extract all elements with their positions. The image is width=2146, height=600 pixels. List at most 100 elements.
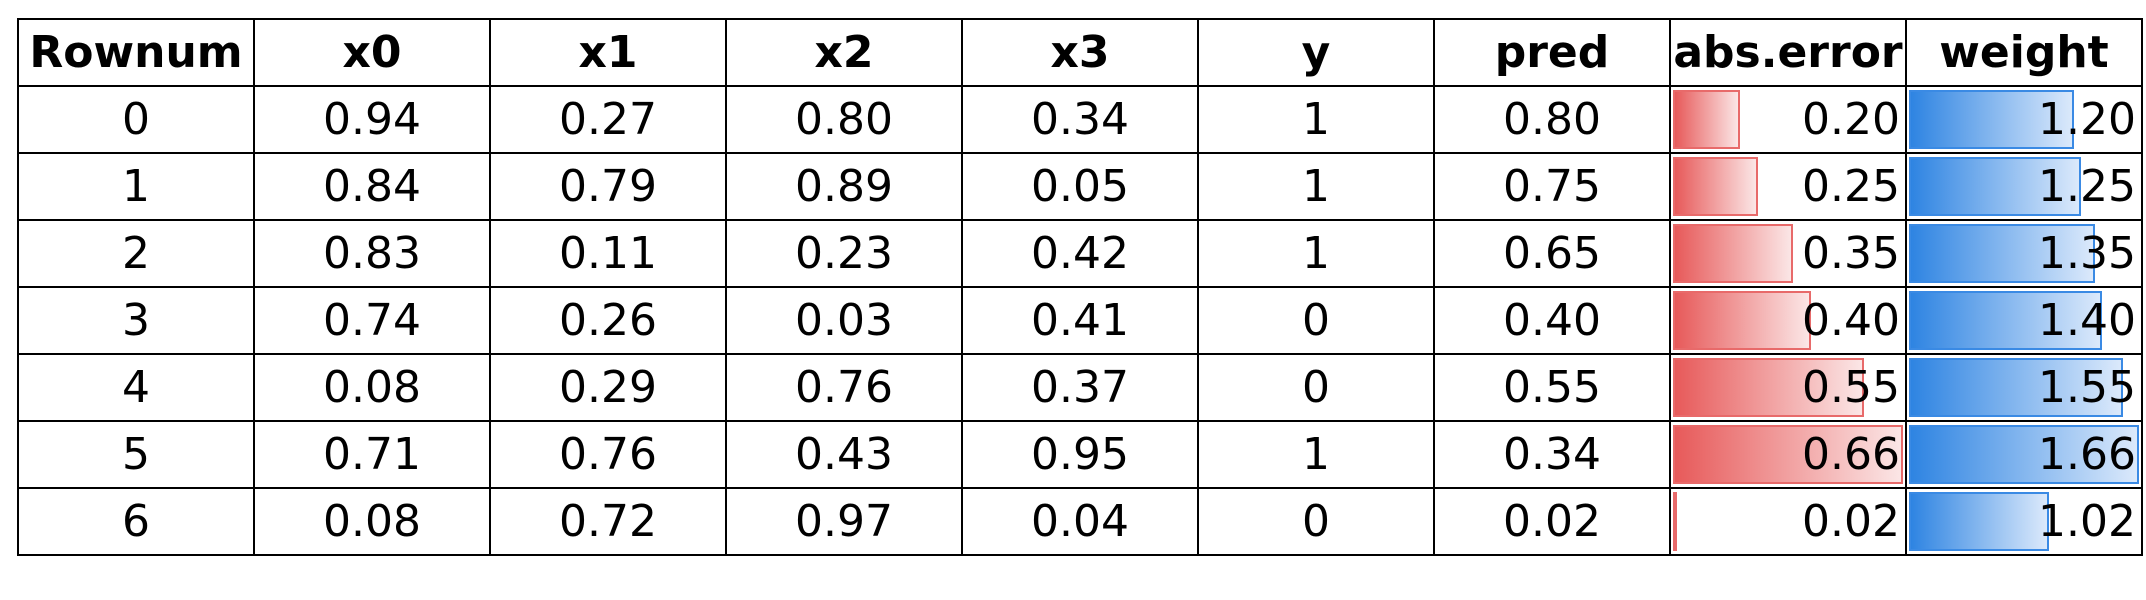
- cell-value: 1.35: [2038, 228, 2136, 279]
- cell-x2: 0.43: [725, 420, 963, 489]
- cell-x2: 0.23: [725, 219, 963, 288]
- table-row: 6 0.08 0.72 0.97 0.04 0 0.02 0.02 1.02: [17, 487, 2143, 556]
- cell-weight: 1.25: [1905, 152, 2143, 221]
- cell-value: 1.20: [2038, 94, 2136, 145]
- cell-weight: 1.20: [1905, 85, 2143, 154]
- cell-y: 0: [1197, 487, 1435, 556]
- cell-x2: 0.89: [725, 152, 963, 221]
- cell-x0: 0.74: [253, 286, 491, 355]
- cell-rownum: 0: [17, 85, 255, 154]
- header-abs-error: abs.error: [1669, 18, 1907, 87]
- error-bar: [1673, 157, 1758, 216]
- table-row: 3 0.74 0.26 0.03 0.41 0 0.40 0.40 1.40: [17, 286, 2143, 355]
- cell-x0: 0.84: [253, 152, 491, 221]
- error-bar: [1673, 90, 1740, 149]
- table-row: 0 0.94 0.27 0.80 0.34 1 0.80 0.20 1.20: [17, 85, 2143, 154]
- cell-weight: 1.35: [1905, 219, 2143, 288]
- cell-x1: 0.29: [489, 353, 727, 422]
- cell-value: 0.25: [1802, 161, 1900, 212]
- error-bar: [1673, 425, 1903, 484]
- table-row: 4 0.08 0.29 0.76 0.37 0 0.55 0.55 1.55: [17, 353, 2143, 422]
- cell-weight: 1.40: [1905, 286, 2143, 355]
- cell-x0: 0.08: [253, 487, 491, 556]
- cell-rownum: 3: [17, 286, 255, 355]
- cell-value: 0.02: [1802, 496, 1900, 547]
- cell-value: 1.25: [2038, 161, 2136, 212]
- cell-weight: 1.02: [1905, 487, 2143, 556]
- error-bar: [1673, 291, 1811, 350]
- cell-pred: 0.75: [1433, 152, 1671, 221]
- cell-x3: 0.04: [961, 487, 1199, 556]
- table-row: 2 0.83 0.11 0.23 0.42 1 0.65 0.35 1.35: [17, 219, 2143, 288]
- weight-bar: [1909, 90, 2075, 149]
- cell-value: 0.20: [1802, 94, 1900, 145]
- table-row: 5 0.71 0.76 0.43 0.95 1 0.34 0.66 1.66: [17, 420, 2143, 489]
- cell-x2: 0.03: [725, 286, 963, 355]
- header-x3: x3: [961, 18, 1199, 87]
- weight-bar: [1909, 425, 2139, 484]
- cell-x3: 0.95: [961, 420, 1199, 489]
- error-bar: [1673, 358, 1864, 417]
- cell-x1: 0.79: [489, 152, 727, 221]
- cell-x3: 0.37: [961, 353, 1199, 422]
- cell-x1: 0.26: [489, 286, 727, 355]
- cell-rownum: 2: [17, 219, 255, 288]
- table-container: Rownum x0 x1 x2 x3 y pred abs.error weig…: [17, 18, 2143, 556]
- cell-value: 1.55: [2038, 362, 2136, 413]
- cell-x3: 0.34: [961, 85, 1199, 154]
- cell-weight: 1.55: [1905, 353, 2143, 422]
- cell-value: 0.66: [1802, 429, 1900, 480]
- cell-rownum: 6: [17, 487, 255, 556]
- cell-rownum: 4: [17, 353, 255, 422]
- cell-x2: 0.97: [725, 487, 963, 556]
- cell-x1: 0.11: [489, 219, 727, 288]
- cell-rownum: 5: [17, 420, 255, 489]
- cell-x0: 0.71: [253, 420, 491, 489]
- error-bar: [1673, 492, 1677, 551]
- cell-abs-error: 0.35: [1669, 219, 1907, 288]
- cell-x2: 0.76: [725, 353, 963, 422]
- cell-pred: 0.02: [1433, 487, 1671, 556]
- cell-pred: 0.80: [1433, 85, 1671, 154]
- cell-value: 1.02: [2038, 496, 2136, 547]
- header-pred: pred: [1433, 18, 1671, 87]
- cell-abs-error: 0.55: [1669, 353, 1907, 422]
- weight-bar: [1909, 358, 2124, 417]
- cell-x0: 0.08: [253, 353, 491, 422]
- cell-y: 1: [1197, 152, 1435, 221]
- cell-y: 0: [1197, 286, 1435, 355]
- table-row: 1 0.84 0.79 0.89 0.05 1 0.75 0.25 1.25: [17, 152, 2143, 221]
- cell-abs-error: 0.25: [1669, 152, 1907, 221]
- cell-weight: 1.66: [1905, 420, 2143, 489]
- cell-abs-error: 0.66: [1669, 420, 1907, 489]
- cell-rownum: 1: [17, 152, 255, 221]
- header-row: Rownum x0 x1 x2 x3 y pred abs.error weig…: [17, 18, 2143, 87]
- cell-abs-error: 0.20: [1669, 85, 1907, 154]
- weight-bar: [1909, 492, 2049, 551]
- cell-value: 1.40: [2038, 295, 2136, 346]
- cell-pred: 0.55: [1433, 353, 1671, 422]
- weight-bar: [1909, 157, 2082, 216]
- cell-x1: 0.27: [489, 85, 727, 154]
- cell-y: 1: [1197, 85, 1435, 154]
- cell-x0: 0.94: [253, 85, 491, 154]
- cell-x3: 0.42: [961, 219, 1199, 288]
- cell-x1: 0.72: [489, 487, 727, 556]
- header-y: y: [1197, 18, 1435, 87]
- cell-pred: 0.40: [1433, 286, 1671, 355]
- header-rownum: Rownum: [17, 18, 255, 87]
- cell-value: 1.66: [2038, 429, 2136, 480]
- cell-y: 1: [1197, 219, 1435, 288]
- cell-value: 0.55: [1802, 362, 1900, 413]
- header-x0: x0: [253, 18, 491, 87]
- cell-abs-error: 0.40: [1669, 286, 1907, 355]
- cell-x3: 0.41: [961, 286, 1199, 355]
- cell-x1: 0.76: [489, 420, 727, 489]
- cell-pred: 0.65: [1433, 219, 1671, 288]
- cell-x3: 0.05: [961, 152, 1199, 221]
- cell-abs-error: 0.02: [1669, 487, 1907, 556]
- header-x2: x2: [725, 18, 963, 87]
- weight-bar: [1909, 224, 2096, 283]
- header-x1: x1: [489, 18, 727, 87]
- data-table: Rownum x0 x1 x2 x3 y pred abs.error weig…: [17, 18, 2143, 556]
